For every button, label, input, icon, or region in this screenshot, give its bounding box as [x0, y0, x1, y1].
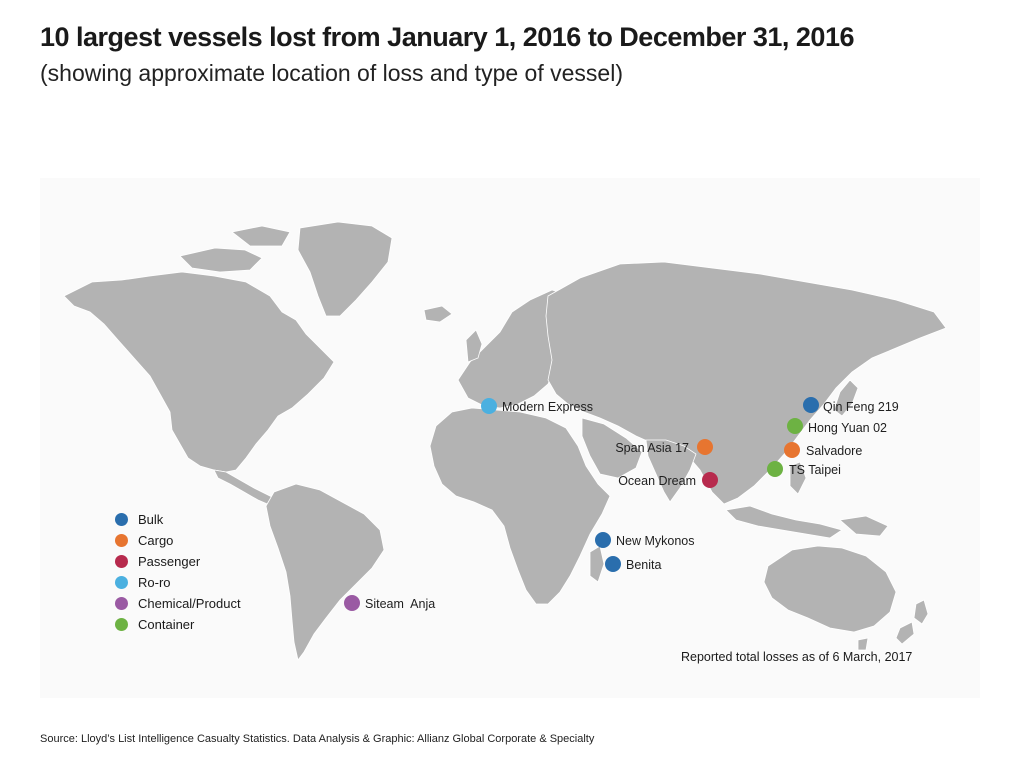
vessel-label-modern-express: Modern Express — [502, 400, 593, 414]
tasmania — [857, 637, 869, 651]
legend-item-ro-ro: Ro-ro — [115, 572, 241, 593]
new-zealand — [913, 599, 929, 625]
world-landmasses — [63, 221, 947, 661]
new-guinea — [839, 515, 889, 537]
southeast-asia-islands — [725, 505, 843, 539]
source-credit: Source: Lloyd’s List Intelligence Casual… — [40, 733, 595, 745]
vessel-label-benita: Benita — [626, 558, 661, 572]
vessel-marker-span-asia-17 — [697, 439, 713, 455]
philippines — [789, 461, 807, 495]
africa — [429, 407, 611, 605]
south-america — [265, 483, 385, 661]
legend-item-cargo: Cargo — [115, 530, 241, 551]
legend: Bulk Cargo Passenger Ro-ro Chemical/Prod… — [115, 509, 241, 635]
madagascar — [589, 545, 605, 583]
map-title: 10 largest vessels lost from January 1, … — [40, 22, 854, 52]
legend-label-passenger: Passenger — [138, 554, 201, 569]
legend-label-bulk: Bulk — [138, 512, 164, 527]
north-america — [63, 271, 335, 473]
vessel-label-salvadore: Salvadore — [806, 444, 862, 458]
new-zealand-south — [895, 621, 915, 645]
legend-item-chemical-product: Chemical/Product — [115, 593, 241, 614]
indian-subcontinent — [645, 439, 697, 503]
vessel-marker-ocean-dream — [702, 472, 718, 488]
asia — [545, 261, 947, 505]
vessel-label-siteam-anja: Siteam Anja — [365, 597, 435, 611]
legend-dot-container — [115, 618, 128, 631]
vessel-marker-modern-express — [481, 398, 497, 414]
legend-item-bulk: Bulk — [115, 509, 241, 530]
legend-dot-cargo — [115, 534, 128, 547]
vessel-label-hong-yuan-02: Hong Yuan 02 — [808, 421, 887, 435]
arctic-islands — [179, 247, 263, 273]
vessel-label-ts-taipei: TS Taipei — [789, 463, 841, 477]
arabian-peninsula — [581, 417, 643, 479]
vessel-markers: Modern Express Qin Feng 219 Hong Yuan 02 Sp… — [344, 397, 899, 611]
reported-losses-note: Reported total losses as of 6 March, 201… — [681, 650, 913, 664]
iceland — [423, 305, 453, 323]
legend-label-container: Container — [138, 617, 195, 632]
legend-label-ro-ro: Ro-ro — [138, 575, 171, 590]
vessel-marker-siteam-anja — [344, 595, 360, 611]
legend-label-chemical-product: Chemical/Product — [138, 596, 241, 611]
map-subtitle: (showing approximate location of loss an… — [40, 60, 623, 86]
vessel-marker-ts-taipei — [767, 461, 783, 477]
greenland — [297, 221, 393, 317]
arctic-islands-2 — [231, 225, 291, 247]
vessel-label-ocean-dream: Ocean Dream — [618, 474, 696, 488]
vessel-label-span-asia-17: Span Asia 17 — [615, 441, 689, 455]
united-kingdom — [465, 329, 483, 363]
legend-dot-passenger — [115, 555, 128, 568]
legend-dot-bulk — [115, 513, 128, 526]
vessel-marker-qin-feng-219 — [803, 397, 819, 413]
legend-dot-ro-ro — [115, 576, 128, 589]
vessel-marker-salvadore — [784, 442, 800, 458]
vessel-marker-hong-yuan-02 — [787, 418, 803, 434]
legend-label-cargo: Cargo — [138, 533, 174, 548]
legend-item-container: Container — [115, 614, 241, 635]
vessel-marker-new-mykonos — [595, 532, 611, 548]
vessel-label-qin-feng-219: Qin Feng 219 — [823, 400, 899, 414]
vessel-label-new-mykonos: New Mykonos — [616, 534, 695, 548]
vessel-marker-benita — [605, 556, 621, 572]
legend-dot-chemical-product — [115, 597, 128, 610]
australia — [763, 545, 897, 633]
central-america — [213, 469, 279, 507]
japan — [833, 379, 859, 417]
legend-item-passenger: Passenger — [115, 551, 241, 572]
